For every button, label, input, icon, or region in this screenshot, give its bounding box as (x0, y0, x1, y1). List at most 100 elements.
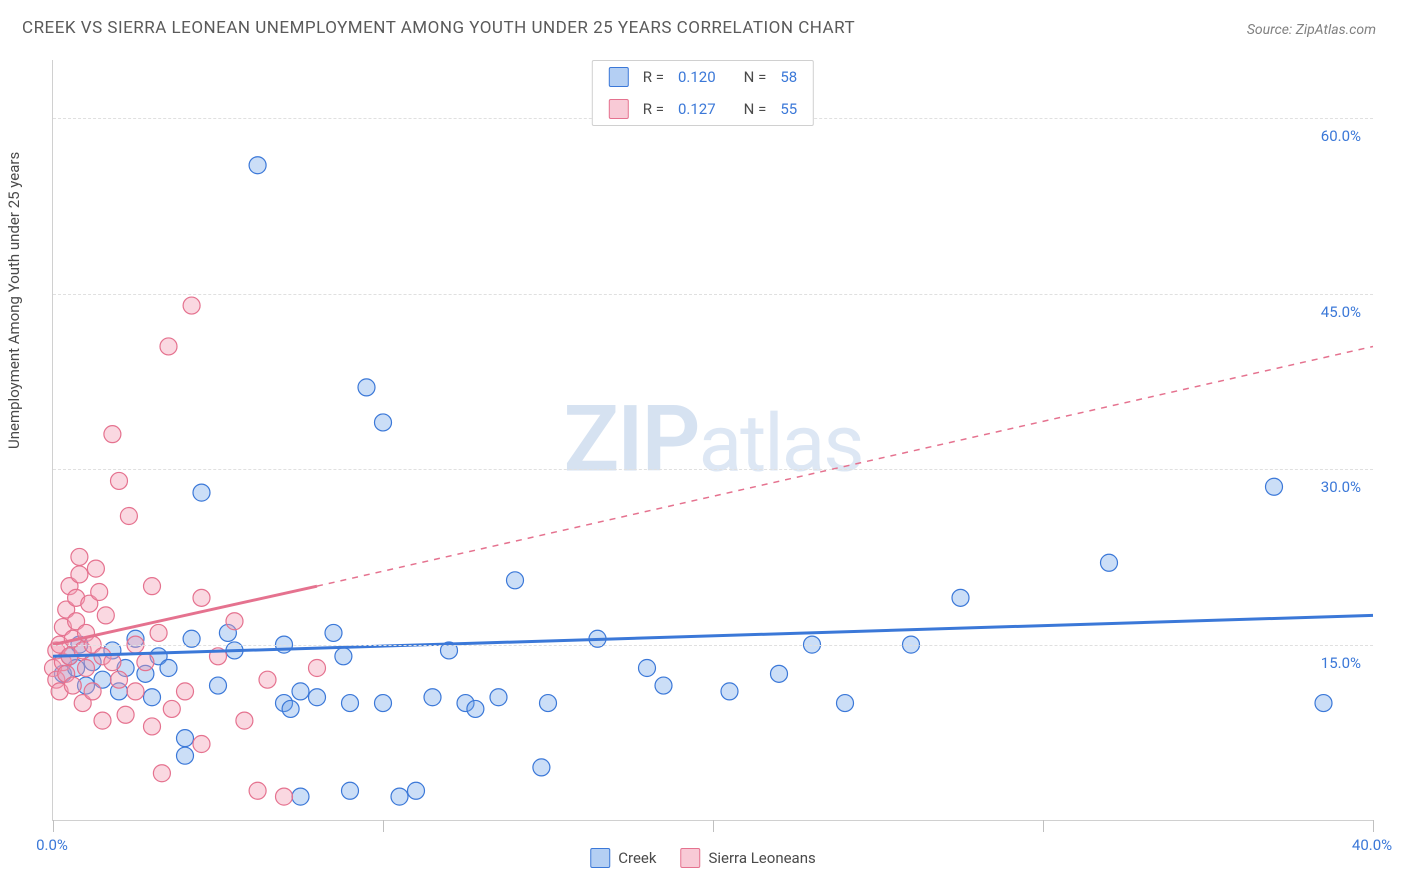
scatter-point (111, 472, 128, 489)
scatter-point (309, 660, 326, 677)
x-tick (383, 820, 384, 832)
n-value-sl: 55 (780, 100, 797, 118)
scatter-point (507, 572, 524, 589)
scatter-point (533, 759, 550, 776)
swatch-creek-bottom (590, 848, 610, 868)
n-value-creek: 58 (780, 68, 797, 86)
scatter-point (375, 695, 392, 712)
scatter-point (276, 788, 293, 805)
x-tick (53, 820, 54, 832)
trend-line (53, 615, 1373, 656)
swatch-sl (609, 99, 629, 119)
legend-label-sl: Sierra Leoneans (708, 849, 815, 867)
scatter-point (97, 607, 114, 624)
source-attribution: Source: ZipAtlas.com (1247, 22, 1376, 38)
grid-line (53, 645, 1373, 646)
y-tick-label: 45.0% (1321, 303, 1361, 321)
swatch-sl-bottom (680, 848, 700, 868)
scatter-point (837, 695, 854, 712)
scatter-point (226, 613, 243, 630)
scatter-point (160, 660, 177, 677)
scatter-point (408, 782, 425, 799)
scatter-point (1315, 695, 1332, 712)
scatter-point (309, 689, 326, 706)
legend-label-creek: Creek (618, 849, 656, 867)
scatter-point (342, 695, 359, 712)
scatter-point (150, 624, 167, 641)
scatter-point (467, 700, 484, 717)
legend-row-creek: R = 0.120 N = 58 (593, 61, 813, 93)
scatter-point (358, 379, 375, 396)
scatter-point (639, 660, 656, 677)
scatter-point (391, 788, 408, 805)
scatter-point (292, 683, 309, 700)
scatter-point (335, 648, 352, 665)
scatter-point (193, 736, 210, 753)
legend-correlation: R = 0.120 N = 58 R = 0.127 N = 55 (592, 60, 814, 126)
r-label: R = (643, 68, 664, 86)
y-tick-label: 15.0% (1321, 654, 1361, 672)
scatter-point (177, 730, 194, 747)
scatter-point (144, 718, 161, 735)
r-value-sl: 0.127 (678, 100, 716, 118)
scatter-point (144, 578, 161, 595)
legend-series: Creek Sierra Leoneans (590, 848, 816, 868)
scatter-point (104, 426, 121, 443)
r-label: R = (643, 100, 664, 118)
scatter-point (137, 654, 154, 671)
scatter-point (210, 677, 227, 694)
y-tick-label: 30.0% (1321, 478, 1361, 496)
chart-title: CREEK VS SIERRA LEONEAN UNEMPLOYMENT AMO… (22, 18, 855, 38)
scatter-point (153, 765, 170, 782)
scatter-point (111, 671, 128, 688)
scatter-point (375, 414, 392, 431)
scatter-point (64, 677, 81, 694)
scatter-point (144, 689, 161, 706)
y-axis-title: Unemployment Among Youth under 25 years (5, 152, 23, 449)
x-tick (713, 820, 714, 832)
scatter-point (1101, 554, 1118, 571)
scatter-point (120, 508, 137, 525)
chart-svg (53, 60, 1373, 820)
scatter-point (91, 584, 108, 601)
scatter-point (160, 338, 177, 355)
chart-container: CREEK VS SIERRA LEONEAN UNEMPLOYMENT AMO… (0, 0, 1406, 892)
scatter-point (771, 665, 788, 682)
x-tick (1043, 820, 1044, 832)
scatter-point (84, 683, 101, 700)
scatter-point (540, 695, 557, 712)
scatter-point (325, 624, 342, 641)
scatter-point (490, 689, 507, 706)
trend-line-projection (317, 346, 1373, 586)
scatter-point (342, 782, 359, 799)
legend-item-creek: Creek (590, 848, 656, 868)
scatter-point (117, 706, 134, 723)
scatter-point (249, 782, 266, 799)
scatter-point (721, 683, 738, 700)
x-tick (1373, 820, 1374, 832)
scatter-point (177, 747, 194, 764)
n-label: N = (744, 68, 767, 86)
scatter-point (249, 157, 266, 174)
scatter-point (424, 689, 441, 706)
scatter-point (292, 788, 309, 805)
scatter-point (177, 683, 194, 700)
scatter-point (71, 548, 88, 565)
grid-line (53, 294, 1373, 295)
plot-area: ZIPatlas 15.0%30.0%45.0%60.0% (52, 60, 1373, 821)
scatter-point (259, 671, 276, 688)
grid-line (53, 469, 1373, 470)
legend-row-sl: R = 0.127 N = 55 (593, 93, 813, 125)
scatter-point (193, 589, 210, 606)
x-tick-label: 40.0% (1352, 836, 1392, 854)
scatter-point (183, 297, 200, 314)
x-tick-label: 0.0% (36, 836, 68, 854)
legend-item-sl: Sierra Leoneans (680, 848, 815, 868)
swatch-creek (609, 67, 629, 87)
scatter-point (282, 700, 299, 717)
scatter-point (1266, 478, 1283, 495)
scatter-point (104, 654, 121, 671)
scatter-point (127, 683, 144, 700)
scatter-point (71, 566, 88, 583)
n-label: N = (744, 100, 767, 118)
